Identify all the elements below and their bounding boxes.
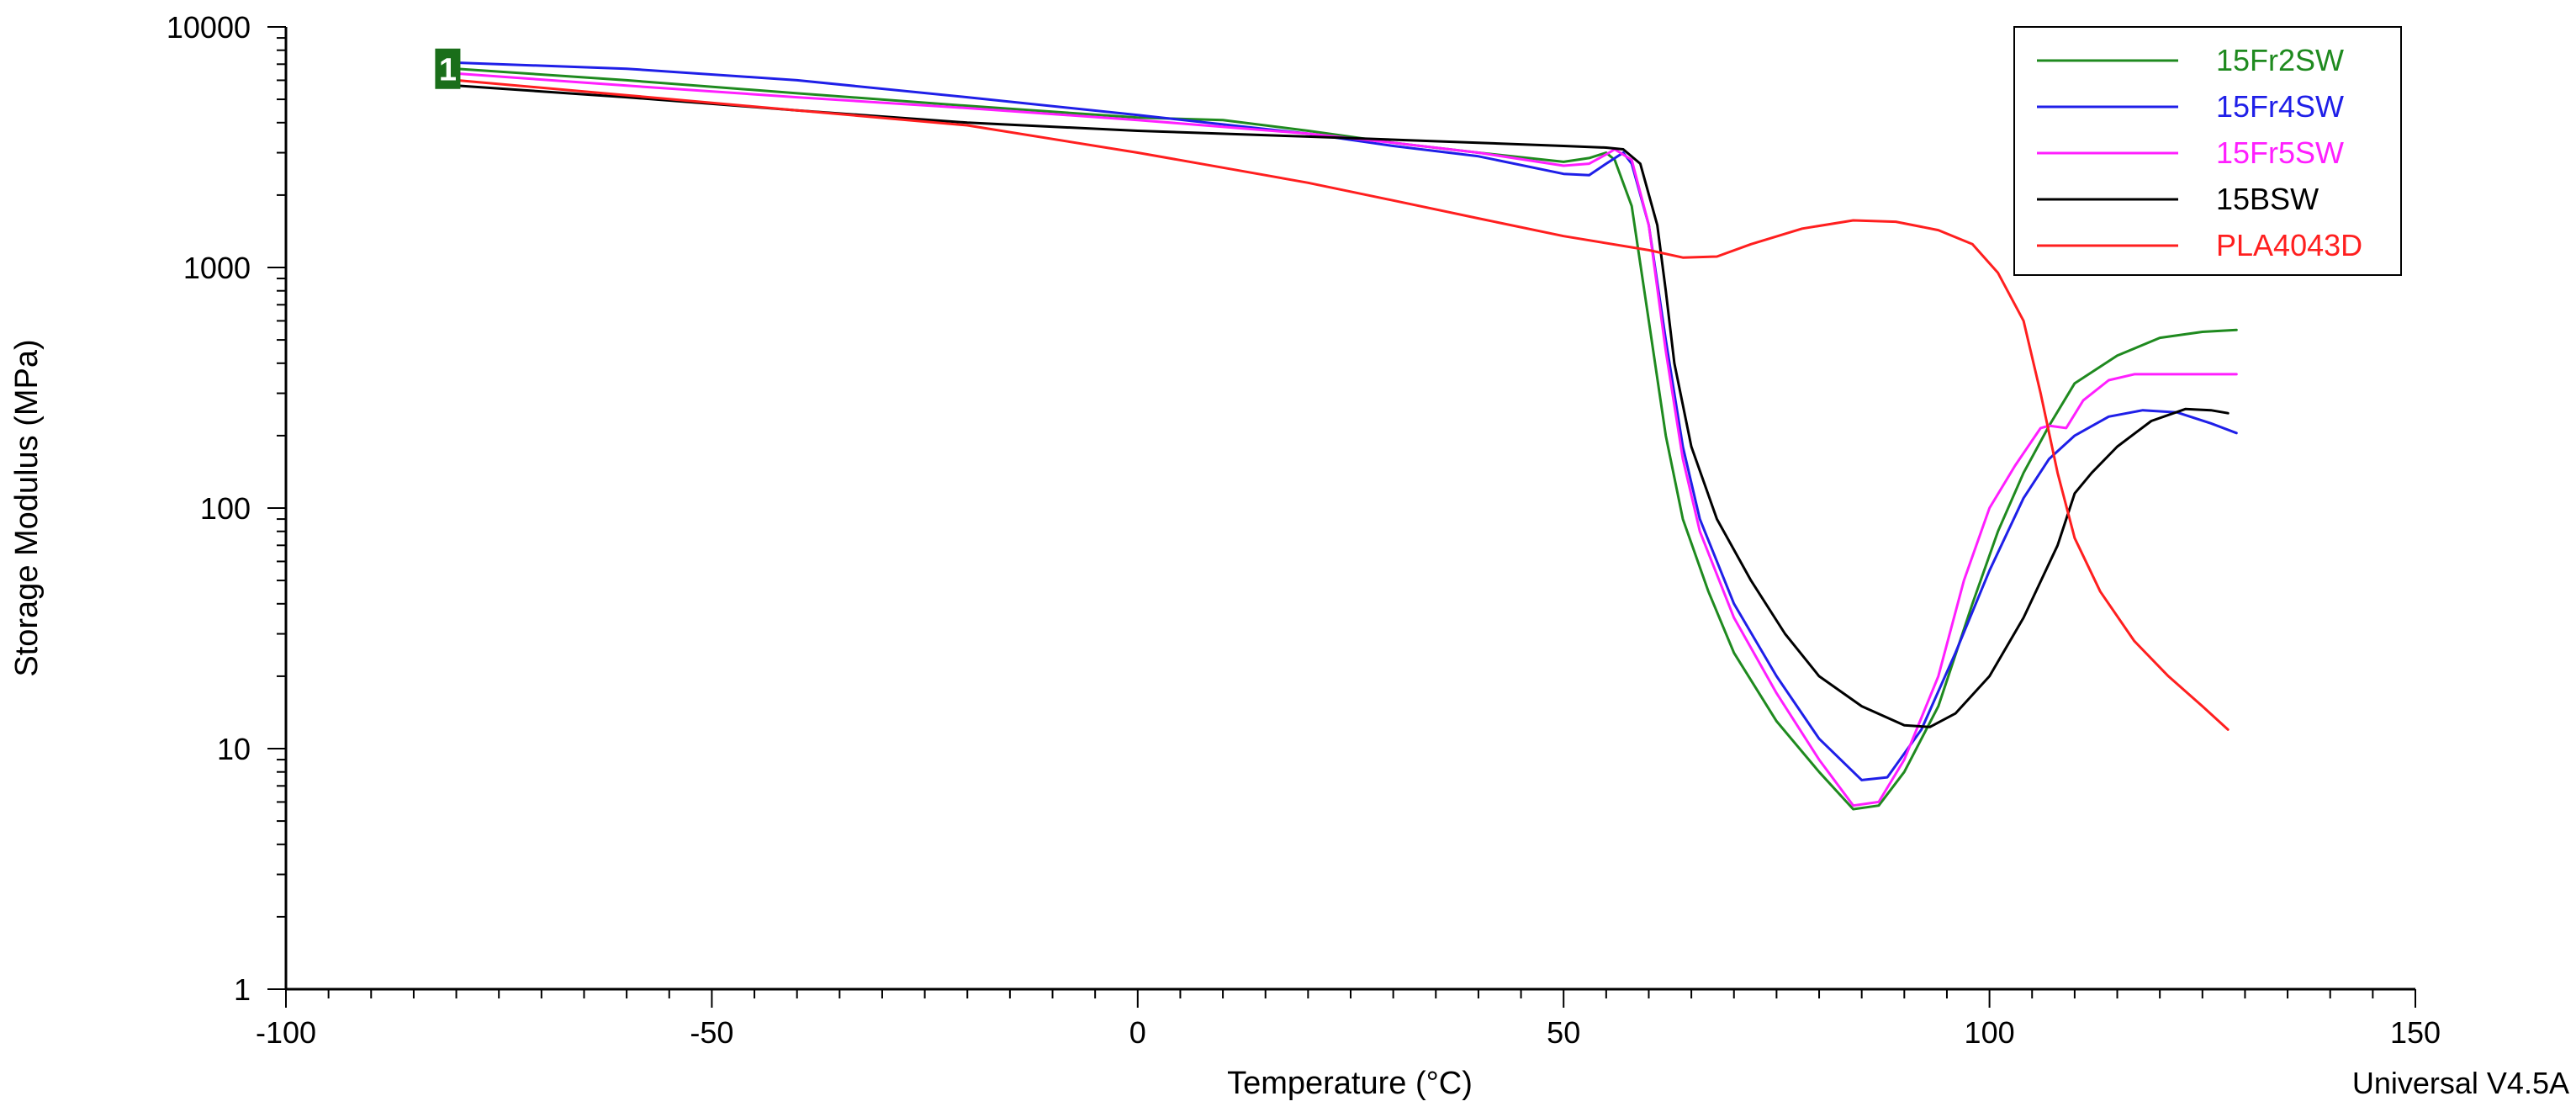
- axes: -100 -50 0 50 100 150 1 10 100 1000 10000: [167, 10, 2441, 1050]
- y-tick-label: 10: [217, 732, 251, 766]
- legend-label-15fr5sw: 15Fr5SW: [2216, 135, 2344, 170]
- series-line-15bsw: [455, 84, 2230, 728]
- y-tick-label: 1000: [183, 251, 251, 285]
- series-line-15fr2sw: [455, 67, 2238, 811]
- legend-label-pla4043d: PLA4043D: [2216, 228, 2362, 262]
- legend-label-15bsw: 15BSW: [2216, 182, 2319, 216]
- software-version-label: Universal V4.5A: [2352, 1066, 2569, 1100]
- legend-label-15fr4sw: 15Fr4SW: [2216, 89, 2344, 124]
- curve-marker-box: [435, 48, 461, 89]
- series-line-15fr4sw: [455, 61, 2238, 781]
- legend-label-15fr2sw: 15Fr2SW: [2216, 43, 2344, 77]
- series-lines: [455, 61, 2238, 811]
- x-tick-label: -50: [690, 1015, 733, 1050]
- x-tick-label: 50: [1547, 1015, 1580, 1050]
- x-tick-label: -100: [256, 1015, 316, 1050]
- x-axis-title: Temperature (°C): [1227, 1066, 1473, 1101]
- x-tick-label: 100: [1965, 1015, 2015, 1050]
- legend: 15Fr2SW 15Fr4SW 15Fr5SW 15BSW PLA4043D: [2013, 26, 2402, 276]
- y-tick-label: 10000: [167, 10, 251, 45]
- legend-box: [2013, 26, 2402, 276]
- labels: Temperature (°C) Storage Modulus (MPa) Uni…: [9, 48, 2569, 1101]
- x-tick-label: 0: [1129, 1015, 1146, 1050]
- series-line-15fr5sw: [455, 71, 2238, 808]
- y-axis-title: Storage Modulus (MPa): [9, 339, 45, 676]
- curve-marker-label: 1: [439, 53, 457, 88]
- y-tick-label: 1: [234, 972, 251, 1007]
- x-tick-label: 150: [2390, 1015, 2441, 1050]
- y-tick-label: 100: [200, 491, 251, 526]
- series-line-pla4043d: [455, 78, 2230, 731]
